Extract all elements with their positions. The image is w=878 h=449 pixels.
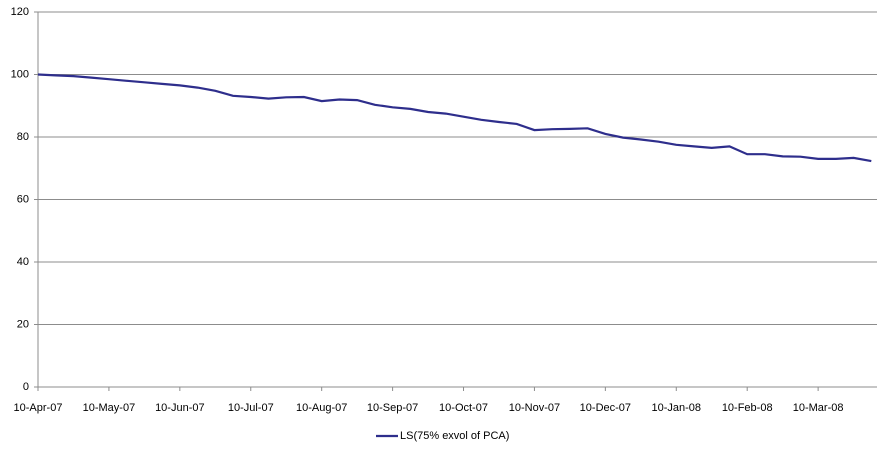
- x-tick-label: 10-Aug-07: [296, 402, 347, 414]
- x-tick-label: 10-May-07: [83, 402, 136, 414]
- x-tick-label: 10-Apr-07: [14, 402, 63, 414]
- legend-label: LS(75% exvol of PCA): [400, 430, 509, 442]
- y-tick-label: 60: [17, 193, 29, 205]
- x-tick-label: 10-Mar-08: [793, 402, 844, 414]
- y-tick-label: 40: [17, 256, 29, 268]
- x-tick-label: 10-Jul-07: [228, 402, 274, 414]
- x-tick-label: 10-Feb-08: [722, 402, 773, 414]
- y-tick-label: 0: [23, 381, 29, 393]
- x-tick-label: 10-Jun-07: [155, 402, 205, 414]
- x-tick-label: 10-Nov-07: [509, 402, 560, 414]
- x-tick-label: 10-Oct-07: [439, 402, 488, 414]
- y-tick-label: 80: [17, 131, 29, 143]
- x-tick-label: 10-Sep-07: [367, 402, 418, 414]
- y-tick-label: 120: [11, 6, 29, 18]
- x-tick-label: 10-Dec-07: [580, 402, 631, 414]
- y-tick-label: 20: [17, 318, 29, 330]
- y-tick-label: 100: [11, 68, 29, 80]
- line: [37, 73, 872, 163]
- x-tick-label: 10-Jan-08: [652, 402, 702, 414]
